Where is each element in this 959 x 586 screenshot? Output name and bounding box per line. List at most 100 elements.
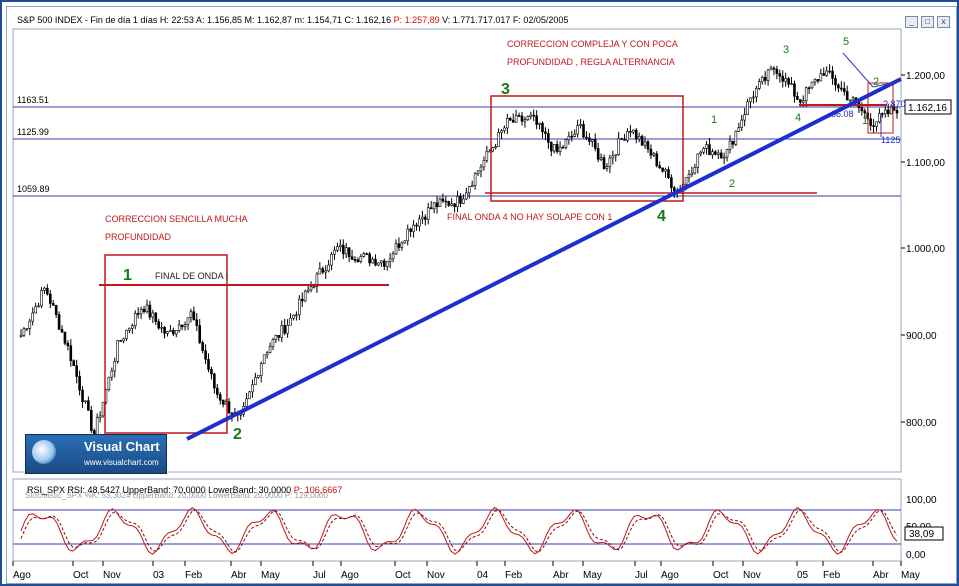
time-axis-label: Nov — [103, 570, 121, 581]
candle-body — [22, 328, 26, 336]
candle-body — [828, 70, 831, 73]
candle-body — [75, 365, 78, 377]
candle-body — [684, 177, 688, 185]
candle-body — [863, 110, 867, 114]
candle-body — [145, 304, 149, 313]
minimize-button[interactable]: _ — [905, 16, 918, 28]
window-controls: _ □ x — [905, 16, 950, 28]
candle-body — [459, 196, 462, 204]
candle-body — [667, 169, 670, 179]
candle-body — [775, 68, 779, 74]
candle-body — [664, 169, 667, 172]
candle-body — [353, 259, 357, 261]
time-axis-label: May — [901, 570, 920, 581]
candle-body — [661, 167, 664, 172]
candle-body — [561, 146, 565, 149]
time-axis-label: Oct — [713, 570, 729, 581]
candle-body — [734, 131, 738, 145]
candle-body — [292, 314, 295, 319]
time-axis-label: May — [261, 570, 280, 581]
chart-area[interactable]: S&P 500 INDEX - Fin de día 1 días H: 22:… — [6, 6, 957, 584]
candle-body — [438, 198, 442, 207]
candle-body — [426, 207, 430, 220]
candle-body — [403, 240, 407, 244]
time-axis-label: May — [583, 570, 602, 581]
wave-label-3: 3 — [501, 81, 510, 98]
candle-body — [508, 117, 512, 121]
box1-title: CORRECCION SENCILLA MUCHA — [105, 214, 248, 224]
candle-body — [837, 84, 840, 89]
candle-body — [359, 256, 363, 262]
candle-body — [265, 352, 269, 356]
level-label-1059: 1059.89 — [17, 184, 50, 194]
wave-label-4: 4 — [657, 208, 666, 225]
candle-body — [535, 115, 538, 125]
candle-body — [467, 186, 471, 194]
rsi-line — [20, 506, 898, 555]
time-axis-label: 03 — [153, 570, 165, 581]
simple-correction-box — [104, 254, 228, 434]
time-axis-label: Feb — [505, 570, 523, 581]
candle-body — [470, 185, 474, 188]
candle-body — [186, 317, 190, 325]
candle-body — [804, 87, 808, 101]
subwave-label-2: 2 — [729, 178, 735, 190]
candle-body — [113, 361, 117, 372]
candle-body — [339, 244, 342, 247]
candle-body — [46, 287, 49, 295]
candle-body — [154, 312, 158, 322]
candle-body — [617, 138, 620, 155]
candle-body — [620, 138, 623, 140]
candle-body — [737, 127, 741, 132]
candle-body — [696, 153, 700, 168]
candle-body — [391, 253, 395, 260]
candle-body — [479, 166, 483, 172]
candle-body — [834, 78, 837, 86]
candle-body — [248, 391, 251, 400]
candle-body — [552, 144, 556, 152]
current-price-tag — [904, 99, 952, 115]
candle-body — [388, 258, 392, 262]
candle-body — [133, 313, 137, 326]
clipped-label-b: 1125 — [881, 135, 900, 145]
candle-body — [573, 133, 577, 137]
candle-body — [652, 153, 656, 156]
candle-body — [558, 146, 562, 152]
candle-body — [180, 324, 184, 328]
candle-body — [195, 319, 199, 326]
candle-body — [283, 325, 286, 334]
time-axis-label: Oct — [73, 570, 89, 581]
candle-body — [377, 262, 380, 266]
candle-body — [54, 304, 58, 315]
candle-body — [139, 308, 143, 315]
candle-body — [271, 339, 275, 348]
candle-body — [719, 152, 723, 159]
time-axis-label: 05 — [797, 570, 809, 581]
candle-body — [57, 314, 61, 330]
candle-body — [895, 110, 899, 114]
wave5-line — [842, 52, 874, 88]
wave-label-1: 1 — [123, 267, 132, 284]
maximize-button[interactable]: □ — [921, 16, 934, 28]
candle-body — [582, 124, 585, 138]
rsi-current-tag — [904, 526, 944, 541]
candle-body — [324, 270, 327, 273]
time-axis-label: Feb — [823, 570, 841, 581]
candle-body — [875, 121, 878, 127]
rsi-header-p: P: 106,6667 — [293, 485, 343, 495]
close-button[interactable]: x — [937, 16, 950, 28]
candle-body — [51, 303, 55, 306]
candle-body — [43, 287, 46, 291]
candle-body — [245, 398, 248, 407]
uptrend-line — [186, 77, 902, 441]
candle-body — [564, 139, 568, 148]
rsi-current-value: 38,09 — [909, 529, 934, 540]
candle-body — [48, 293, 52, 304]
candle-body — [740, 119, 744, 128]
candle-body — [506, 117, 509, 129]
price-axis-tick: 1.000,00 — [906, 244, 945, 255]
candle-body — [227, 401, 231, 414]
candle-body — [415, 224, 418, 227]
candle-body — [813, 79, 817, 83]
